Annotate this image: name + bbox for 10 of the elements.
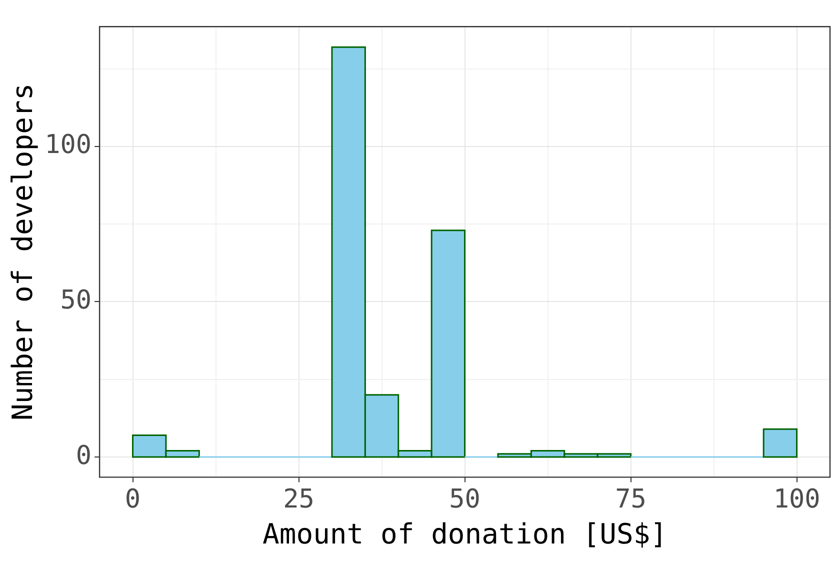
y-axis-title: Number of developers: [6, 83, 40, 420]
x-tick-label: 25: [283, 484, 314, 515]
x-axis-title: Amount of donation [US$]: [262, 517, 668, 550]
x-tick-label: 100: [773, 484, 820, 515]
x-tick-label: 50: [449, 484, 480, 515]
y-tick-label: 100: [44, 130, 92, 160]
x-tick-label: 0: [124, 484, 141, 515]
y-tick-label: 0: [76, 440, 92, 471]
y-tick-label: 50: [60, 285, 92, 316]
x-tick-label: 75: [615, 484, 646, 515]
